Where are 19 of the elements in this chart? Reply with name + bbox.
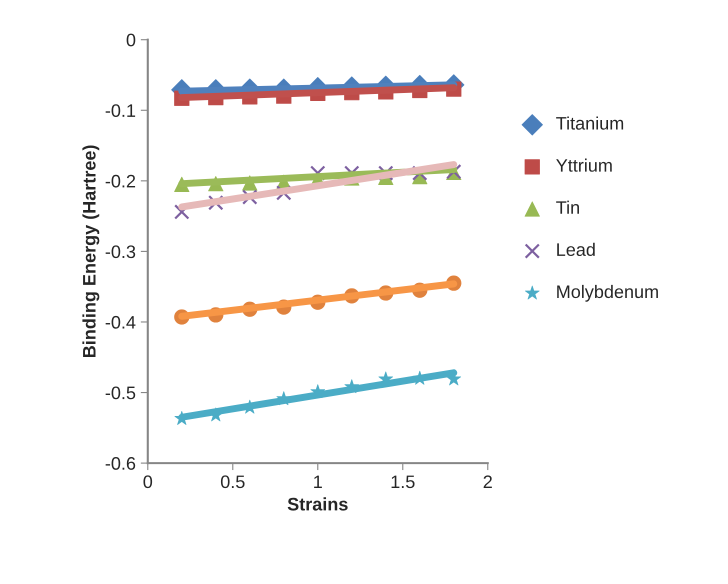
x-axis-title: Strains (288, 497, 348, 511)
y-axis-title: Binding Energy (Hartree) (82, 145, 100, 358)
y-tick-label: -0.6 (106, 457, 136, 470)
legend-label: Titanium (556, 116, 624, 130)
x-tick-label: 2 (484, 475, 492, 488)
x-tick-label: 1.5 (392, 476, 415, 488)
y-tick-label: -0.2 (106, 174, 136, 188)
y-tick-label: 0 (126, 34, 136, 46)
y-tick-label: -0.4 (106, 316, 136, 329)
y-tick-label: -0.3 (106, 245, 136, 258)
legend-label: Lead (557, 242, 595, 256)
y-tick-label: -0.1 (106, 104, 136, 117)
legend-label: Tin (556, 200, 579, 214)
x-tick-label: 1 (314, 476, 322, 488)
legend-label: Molybdenum (557, 284, 658, 302)
legend-label: Yttrium (556, 158, 612, 172)
x-tick-label: 0 (143, 475, 152, 488)
y-tick-label: -0.5 (106, 386, 136, 400)
x-tick-label: 0.5 (220, 475, 245, 488)
